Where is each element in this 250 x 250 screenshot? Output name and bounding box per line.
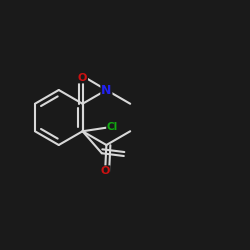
Text: O: O bbox=[78, 72, 87, 83]
Text: N: N bbox=[101, 84, 112, 96]
Text: O: O bbox=[100, 166, 110, 176]
Text: Cl: Cl bbox=[107, 122, 118, 132]
